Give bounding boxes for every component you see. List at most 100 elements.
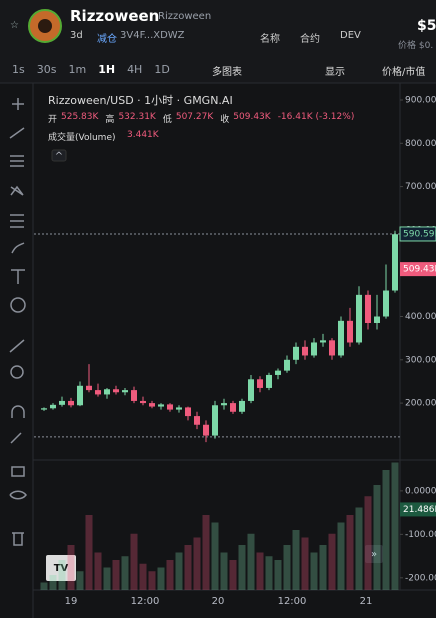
price: $5 [417,18,436,34]
candle-body [77,385,83,406]
y-tick-label: 700.00K [405,182,436,192]
toolbar: 1s 30s 1m 1H 4H 1D [12,63,170,76]
y-tick-label: 800.00K [405,139,436,149]
volume-tag [400,502,436,517]
candle-body [320,340,326,343]
candle-body [131,390,137,401]
candle-body [392,234,398,291]
price-label: 价格 $0. [398,41,434,51]
volume-bar [193,537,201,590]
last-price-tag [400,262,436,277]
y-tick-label: 300.00K [405,355,436,365]
collapse-button[interactable] [51,149,67,162]
volume-bar [85,515,93,590]
ohlc-value: 532.31K [118,112,156,122]
candle-body [68,400,74,406]
candle-body [212,405,218,436]
ohlc-change: -16.41K (-3.12%) [277,112,355,122]
link[interactable]: 合约 [300,34,320,45]
candle-body [203,424,209,436]
volume-bar [391,462,399,590]
volume-tag-label: 21.486K [403,505,436,515]
interval-button[interactable]: 1D [154,63,170,76]
last-price-label: 509.43K [403,265,436,275]
volume-bar [121,556,129,590]
candle-body [185,407,191,417]
candle-body [221,403,227,406]
volume-bar [283,545,291,590]
volume-bar [292,530,300,590]
address[interactable]: 3V4F...XDWZ [120,30,185,41]
legend-ohlc: 开 525.83K 高 532.31K 低 507.27K 收 509.43K -16.41K … [48,112,354,125]
x-tick-label: 19 [65,596,78,607]
candle-body [95,390,101,395]
candle-body [284,359,290,371]
x-tick-label: 12:00 [278,596,307,607]
toolbar-bg [0,55,436,83]
legend-title: Rizzoween/USD · 1小时 · GMGN.AI [48,94,233,107]
interval-button[interactable]: 1m [68,63,87,76]
volume-bar [364,496,372,590]
link[interactable]: 名称 [260,34,280,45]
mode-button[interactable]: 价格/市值 [382,67,426,78]
scroll-button[interactable] [365,545,383,563]
ohlc-key: 高 [105,115,115,125]
token-tag: 减仓 [97,34,117,45]
ohlc-value: 509.43K [233,112,271,122]
volume-bar [94,552,102,590]
candle-body [311,342,317,356]
tool-icons[interactable] [9,98,27,546]
interval-button[interactable]: 4H [127,63,143,76]
volume-bar [373,485,381,590]
tv-logo-text: TV [54,563,69,574]
scroll-icon: » [371,549,377,560]
volume-bar [229,560,237,590]
candle-body [149,403,155,407]
price-tag-label: 590.59K [403,229,436,239]
candle-body [383,290,389,317]
candle-body [167,404,173,410]
volume-bar [346,515,354,590]
candle-body [122,390,128,393]
header-bg [0,0,436,55]
y2-tick-label: -200.000 [405,573,436,583]
candle-body [230,403,236,412]
y-tick-label: 400.00K [405,312,436,322]
volume-bar [382,470,390,590]
interval-button[interactable]: 30s [36,63,57,76]
candle-body [59,400,65,405]
y-tick-label: 200.00K [405,399,436,409]
volume-bar [148,571,156,590]
ohlc-value: 525.83K [61,112,99,122]
candle-body [41,408,47,410]
token-name: Rizzoween [70,7,160,25]
volume-bar [40,582,48,590]
volume-bar [166,560,174,590]
volume-bar [319,545,327,590]
candle-body [248,379,254,401]
candle-body [347,320,353,343]
volume-bar [256,552,264,590]
interval-button[interactable]: 1s [12,63,25,76]
token-age: 3d [70,30,83,41]
ohlc-value: 507.27K [175,112,214,122]
star-icon[interactable]: ☆ [10,20,19,31]
volume-bar [112,560,120,590]
interval-button[interactable]: 1H [98,63,116,76]
candle-body [257,379,263,388]
candle-body [356,294,362,343]
volume-bar [184,545,192,590]
tv-logo [46,555,76,581]
collapse-icon: ^ [55,151,63,162]
volume-bar [211,522,219,590]
volume-bar [139,563,147,590]
volume-bar [175,552,183,590]
multi-chart[interactable]: 多图表 [212,67,242,78]
link[interactable]: DEV [340,30,361,41]
x-tick-label: 20 [212,596,225,607]
display-button[interactable]: 显示 [325,67,345,78]
token-handle: Rizzoween [158,11,212,22]
volume-bar [337,522,345,590]
